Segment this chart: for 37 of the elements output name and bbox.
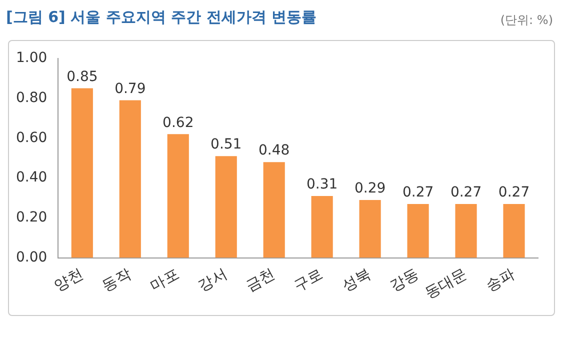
bar	[119, 100, 141, 258]
chart-title: [그림 6] 서울 주요지역 주간 전세가격 변동률	[6, 8, 316, 27]
data-label: 0.27	[402, 184, 434, 201]
y-tick-label: 0.60	[16, 130, 48, 146]
data-label: 0.62	[162, 114, 194, 131]
bar	[263, 162, 285, 258]
data-label: 0.29	[354, 180, 386, 197]
x-tick-label: 양천	[50, 264, 86, 295]
data-label: 0.27	[450, 184, 482, 201]
data-label: 0.48	[258, 142, 290, 159]
data-label: 0.31	[306, 176, 338, 193]
bar	[455, 204, 477, 258]
data-label: 0.51	[210, 136, 242, 153]
y-tick-label: 0.00	[16, 249, 48, 266]
bar	[503, 204, 525, 258]
bar	[359, 200, 381, 258]
data-label: 0.85	[66, 68, 98, 85]
bar	[167, 134, 189, 258]
x-tick-label: 송파	[482, 264, 518, 295]
x-tick-label: 금천	[242, 264, 278, 295]
y-tick-label: 0.80	[16, 90, 48, 106]
x-tick-label: 마포	[146, 264, 182, 295]
x-tick-label: 강동	[386, 264, 422, 295]
bar	[311, 196, 333, 258]
data-label: 0.27	[498, 184, 530, 201]
x-tick-label: 성북	[338, 264, 374, 295]
x-tick-label: 강서	[194, 264, 230, 295]
bar	[407, 204, 429, 258]
data-label: 0.79	[114, 80, 146, 97]
y-tick-label: 1.00	[16, 50, 48, 66]
y-tick-label: 0.40	[16, 170, 48, 186]
x-tick-label: 동작	[98, 264, 134, 295]
text: (단위: %)	[500, 12, 553, 29]
bar	[71, 88, 93, 258]
x-tick-label: 구로	[290, 264, 326, 295]
bar	[215, 156, 237, 258]
y-tick-label: 0.20	[16, 210, 48, 226]
